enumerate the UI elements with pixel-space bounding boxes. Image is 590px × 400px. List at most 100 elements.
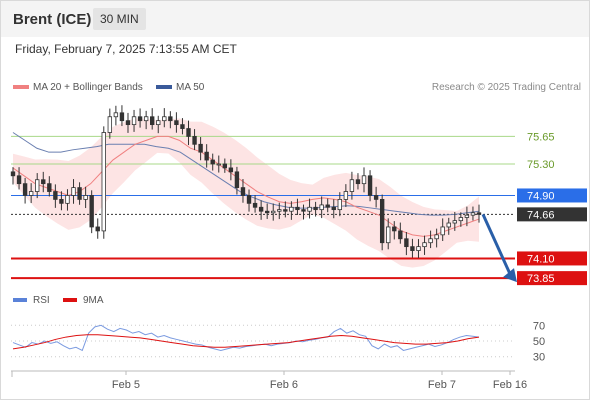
candle: [446, 217, 451, 235]
candle: [452, 212, 457, 231]
instrument-name: Brent (ICE): [13, 11, 92, 28]
x-tick-label: Feb 6: [270, 379, 298, 391]
candle: [162, 108, 167, 128]
ma9-line-path: [12, 334, 480, 350]
rsi-9ma-line: [12, 334, 480, 350]
candle: [331, 199, 336, 219]
candle: [83, 186, 88, 209]
candle: [59, 191, 64, 211]
candle: [77, 182, 82, 205]
candle: [150, 108, 155, 130]
candle: [119, 105, 125, 127]
legend-9ma-swatch: [63, 298, 77, 302]
legend-rsi-label: RSI: [33, 295, 50, 306]
candle: [434, 228, 439, 248]
candle: [228, 159, 234, 181]
candle: [464, 206, 470, 227]
candle: [470, 206, 476, 221]
level-label-5: 73.85: [527, 273, 555, 285]
candle: [319, 196, 324, 219]
ma50-line: [12, 132, 480, 216]
level-label-0: 75.65: [527, 131, 555, 143]
forecast-arrow: [481, 213, 517, 283]
candle: [210, 153, 215, 171]
candle: [35, 173, 40, 199]
rsi-line: [12, 324, 480, 352]
candle: [349, 171, 355, 200]
level-label-1: 75.30: [527, 159, 555, 171]
candle: [174, 112, 179, 133]
candle: [186, 120, 191, 146]
level-box-4: [517, 251, 587, 266]
legend-ma20-swatch: [13, 85, 29, 89]
candle: [422, 235, 427, 255]
candle: [476, 204, 482, 223]
candle: [41, 171, 46, 193]
candle: [137, 108, 143, 128]
candle: [240, 179, 246, 203]
level-labels: 75.65 75.30 74.90 74.66 74.10 73.85: [517, 131, 587, 286]
legend-rsi-swatch: [13, 298, 27, 302]
research-credit: Research © 2025 Trading Central: [432, 82, 581, 93]
bollinger-band-area: [13, 118, 479, 268]
x-tick-label: Feb 7: [428, 379, 456, 391]
rsi-line-path: [12, 324, 480, 352]
candle: [246, 189, 252, 212]
bollinger-band-fill: [13, 118, 479, 268]
support-resistance-levels: [11, 135, 515, 280]
rsi-tick-labels: 70 50 30: [533, 320, 545, 363]
candle: [355, 173, 361, 190]
legend-ma20-label: MA 20 + Bollinger Bands: [33, 82, 143, 93]
candle: [101, 126, 106, 239]
candle: [373, 186, 379, 208]
legend-ma50-swatch: [156, 85, 172, 89]
candle: [143, 110, 149, 130]
legend-9ma-label: 9MA: [83, 295, 104, 306]
candle: [65, 189, 70, 211]
candle: [222, 158, 228, 173]
candle: [295, 198, 300, 215]
time-axis-ticks: Feb 5 Feb 6 Feb 7 Feb 16: [11, 371, 527, 391]
candle: [180, 118, 185, 135]
level-box-2: [517, 188, 587, 203]
candle: [277, 202, 282, 220]
candle: [53, 184, 58, 208]
candle: [28, 183, 34, 204]
rsi-tick-label: 50: [533, 336, 545, 348]
candle: [16, 167, 22, 190]
candle: [392, 221, 397, 240]
candle: [458, 212, 464, 227]
candle: [410, 238, 415, 258]
candle: [416, 239, 421, 258]
candle: [107, 108, 113, 139]
candle: [252, 195, 258, 213]
level-label-3: 74.66: [527, 209, 555, 221]
candlestick-series: [10, 105, 482, 258]
x-tick-label: Feb 16: [493, 379, 527, 391]
forecast-arrow-shaft: [481, 213, 513, 277]
candle: [301, 204, 306, 220]
candle: [216, 155, 221, 173]
candle: [204, 144, 209, 168]
ma50-path: [12, 132, 480, 216]
candle: [125, 112, 131, 133]
candle: [192, 129, 197, 151]
candle: [264, 203, 270, 219]
candle: [22, 177, 28, 204]
candle: [325, 198, 330, 213]
rsi-tick-label: 70: [533, 320, 545, 332]
candle: [398, 222, 403, 244]
timestamp: Friday, February 7, 2025 7:13:55 AM CET: [15, 42, 237, 56]
level-box-5: [517, 271, 587, 286]
candle: [283, 201, 288, 218]
candle: [113, 105, 119, 126]
candle: [337, 192, 342, 217]
candle: [89, 190, 94, 234]
rsi-gridlines: [11, 324, 515, 358]
candle: [95, 218, 100, 239]
candle: [271, 203, 276, 221]
timeframe-button[interactable]: 30 MIN: [93, 8, 146, 30]
candle: [47, 176, 52, 197]
candle: [367, 170, 373, 202]
